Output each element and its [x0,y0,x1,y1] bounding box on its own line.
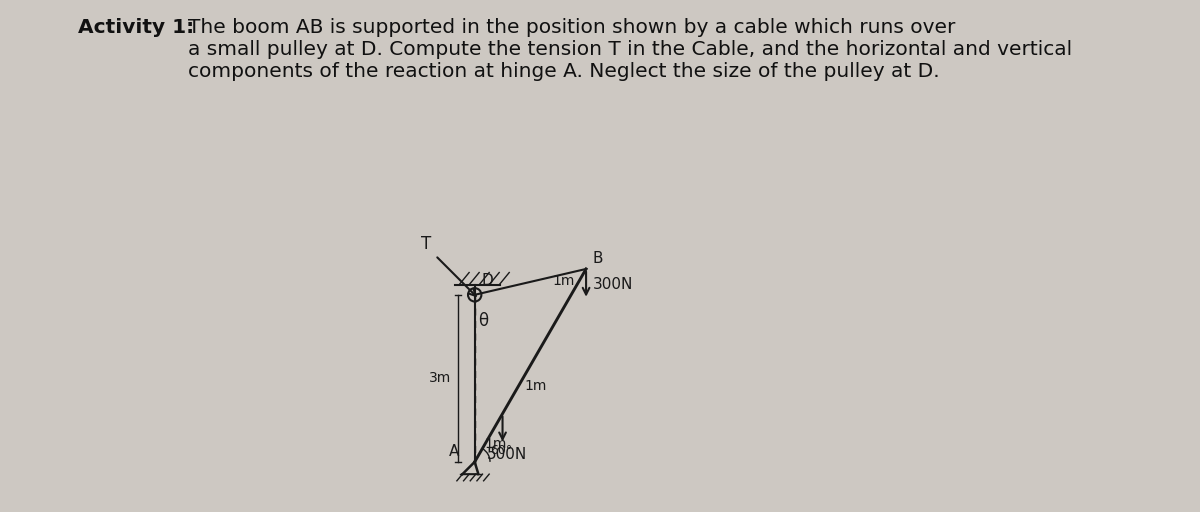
Text: 300N: 300N [593,277,634,292]
Text: θ: θ [478,311,488,330]
Text: 1m: 1m [524,378,547,393]
Text: 1m: 1m [484,437,506,451]
Text: 500N: 500N [487,447,527,462]
Text: 60°: 60° [491,444,512,457]
Text: T: T [421,234,431,252]
Text: D: D [481,273,493,288]
Text: Activity 1:: Activity 1: [78,18,194,37]
Text: The boom AB is supported in the position shown by a cable which runs over
a smal: The boom AB is supported in the position… [188,18,1073,81]
Text: A: A [449,444,460,459]
Text: 1m: 1m [553,274,575,288]
Text: 3m: 3m [430,371,451,386]
Text: B: B [593,251,604,266]
